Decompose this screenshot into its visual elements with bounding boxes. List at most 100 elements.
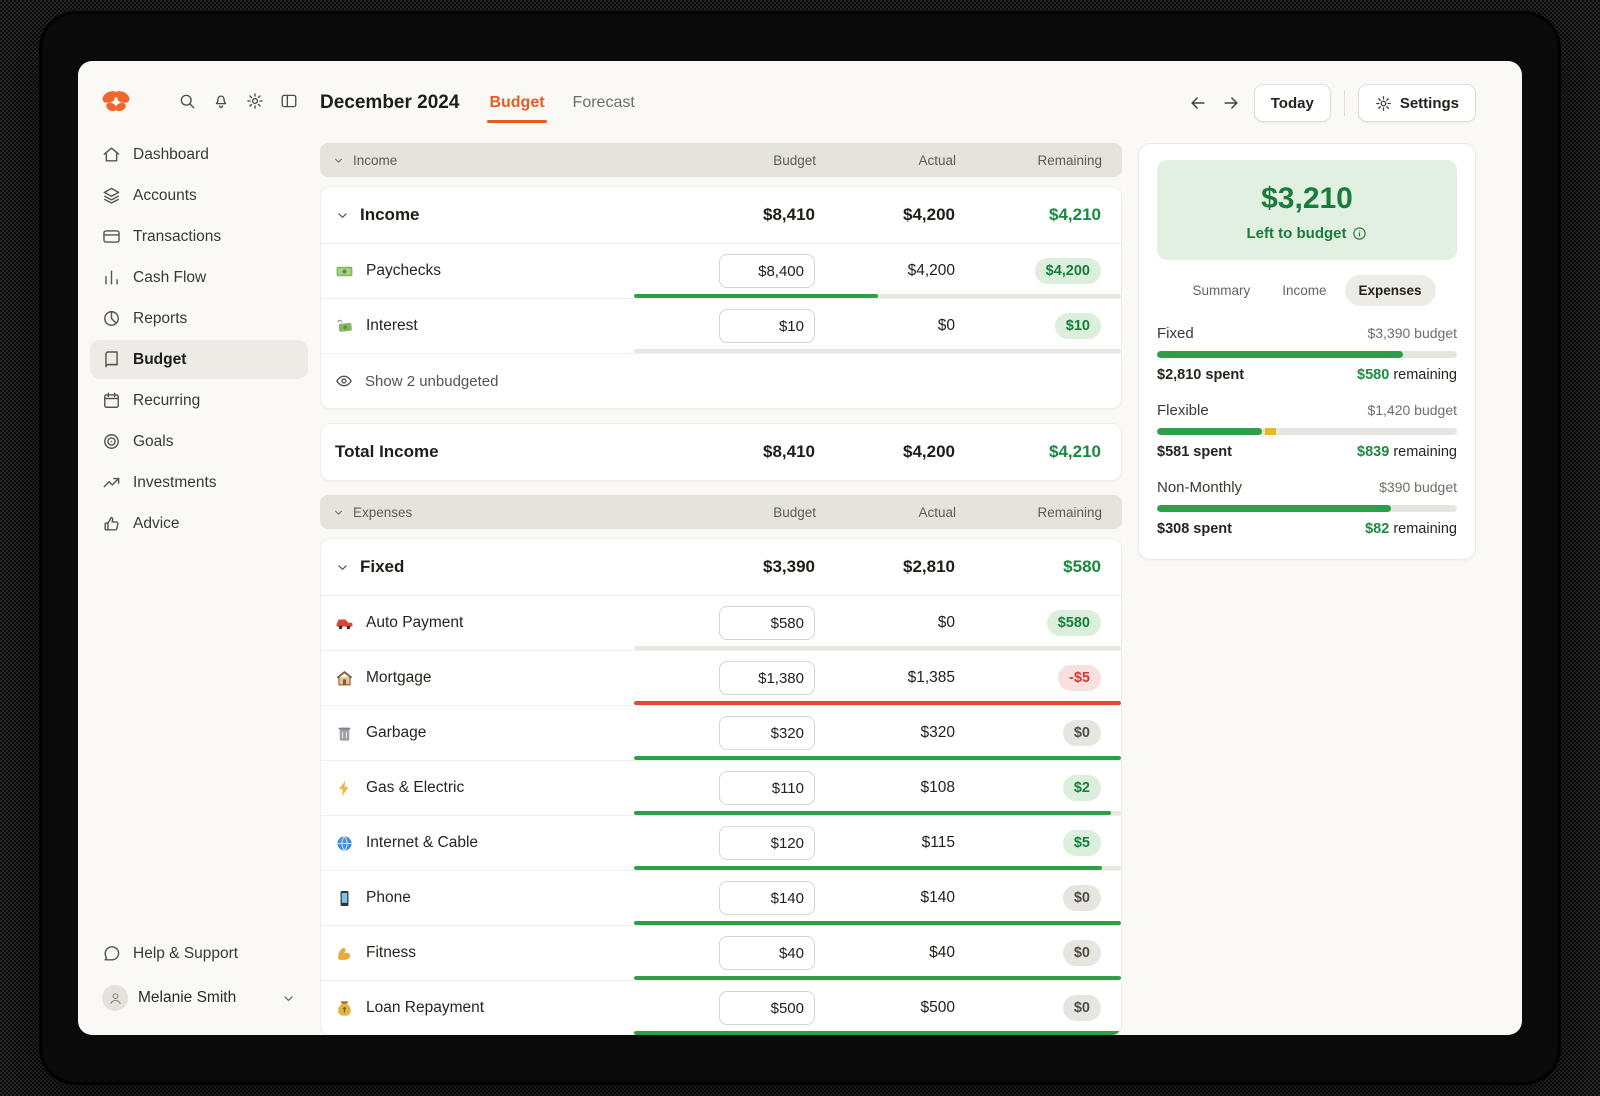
sidebar-item-label: Dashboard [133, 145, 209, 163]
budget-input[interactable]: $320 [719, 716, 815, 750]
progress-bar [634, 349, 1121, 353]
show-unbudgeted-button[interactable]: Show 2 unbudgeted [321, 353, 1121, 408]
target-icon [102, 432, 121, 451]
budget-input[interactable]: $8,400 [719, 254, 815, 288]
tab-budget[interactable]: Budget [487, 88, 547, 123]
progress-bar [634, 866, 1121, 870]
bell-icon-button[interactable] [212, 92, 230, 110]
actual-value: $320 [920, 724, 955, 741]
budget-row-mortgage: Mortgage $1,380 $1,385 -$5 [321, 650, 1121, 705]
sidebar-item-goals[interactable]: Goals [90, 422, 308, 461]
left-to-budget-label: Left to budget [1167, 225, 1447, 242]
phone-icon [335, 889, 354, 908]
home-icon [102, 145, 121, 164]
chevron-down-icon [335, 208, 350, 223]
view-tabs: Budget Forecast [487, 83, 635, 123]
info-icon[interactable] [1352, 226, 1367, 241]
budget-table: Income Budget Actual Remaining Income $8,410 $… [320, 143, 1122, 1035]
group-row-fixed[interactable]: Fixed $3,390 $2,810 $580 [321, 539, 1121, 595]
prev-month-button[interactable] [1188, 93, 1208, 113]
column-budget: Budget [773, 504, 816, 520]
sidebar-item-advice[interactable]: Advice [90, 504, 308, 543]
sidebar-item-budget[interactable]: Budget [90, 340, 308, 379]
sidebar-item-cash-flow[interactable]: Cash Flow [90, 258, 308, 297]
user-menu[interactable]: Melanie Smith [90, 977, 308, 1019]
total-row: Total Income $8,410 $4,200 $4,210 [335, 442, 1101, 461]
topbar-controls: Today Settings [1188, 84, 1476, 122]
sidebar-item-investments[interactable]: Investments [90, 463, 308, 502]
section-header-expenses[interactable]: Expenses Budget Actual Remaining [320, 495, 1122, 529]
panel-section-flexible: Flexible $1,420 budget $581 spent $839 rema… [1157, 402, 1457, 460]
eye-icon [335, 372, 353, 390]
remaining-badge: -$5 [1058, 665, 1101, 691]
group-row-income[interactable]: Income $8,410 $4,200 $4,210 [321, 187, 1121, 243]
sidebar-item-label: Reports [133, 309, 188, 327]
group-budget: $8,410 [763, 205, 815, 224]
budget-input[interactable]: $1,380 [719, 661, 815, 695]
progress-bar [634, 756, 1121, 760]
budget-input[interactable]: $110 [719, 771, 815, 805]
progress-bar [634, 811, 1121, 815]
section-header-income[interactable]: Income Budget Actual Remaining [320, 143, 1122, 177]
sidebar-item-recurring[interactable]: Recurring [90, 381, 308, 420]
tab-forecast[interactable]: Forecast [572, 94, 635, 111]
sidebar-item-dashboard[interactable]: Dashboard [90, 135, 308, 174]
sidebar-item-accounts[interactable]: Accounts [90, 176, 308, 215]
panel-tab-income[interactable]: Income [1282, 283, 1327, 298]
thumb-icon [102, 514, 121, 533]
actual-value: $500 [920, 999, 955, 1016]
gear-icon [1375, 95, 1392, 112]
summary-panel-sections: Fixed $3,390 budget $2,810 spent $580 remai… [1157, 325, 1457, 537]
monarch-logo[interactable] [100, 87, 132, 115]
budget-row-gas-electric: Gas & Electric $110 $108 $2 [321, 760, 1121, 815]
progress-bar [1157, 505, 1457, 512]
sidebar-item-reports[interactable]: Reports [90, 299, 308, 338]
budget-input[interactable]: $580 [719, 606, 815, 640]
group-remaining: $580 [1063, 557, 1101, 576]
gear-icon-button[interactable] [246, 92, 264, 110]
budget-input[interactable]: $10 [719, 309, 815, 343]
calendar-icon [102, 391, 121, 410]
budget-row-interest: Interest $10 $0 $10 [321, 298, 1121, 353]
panel-icon-button[interactable] [280, 92, 298, 110]
budget-row-phone: Phone $140 $140 $0 [321, 870, 1121, 925]
sidebar-item-transactions[interactable]: Transactions [90, 217, 308, 256]
budget-input[interactable]: $120 [719, 826, 815, 860]
user-name: Melanie Smith [138, 989, 237, 1006]
pie-icon [102, 309, 121, 328]
interest-icon [335, 317, 354, 336]
next-month-button[interactable] [1221, 93, 1241, 113]
help-support-button[interactable]: Help & Support [90, 934, 308, 973]
group-actual: $2,810 [903, 557, 955, 576]
sidebar-top [78, 83, 320, 119]
settings-button[interactable]: Settings [1357, 84, 1476, 122]
progress-bar [634, 921, 1121, 925]
gas-electric-icon [335, 779, 354, 798]
budget-row-fitness: Fitness $40 $40 $0 [321, 925, 1121, 980]
avatar [102, 985, 128, 1011]
sidebar-item-label: Recurring [133, 391, 201, 409]
total-card-total-income: Total Income $8,410 $4,200 $4,210 [320, 423, 1122, 481]
sidebar-item-label: Goals [133, 432, 174, 450]
auto-payment-icon [335, 614, 354, 633]
budget-row-paychecks: Paychecks $8,400 $4,200 $4,200 [321, 243, 1121, 298]
progress-bar [1157, 351, 1457, 358]
bars-icon [102, 268, 121, 287]
budget-row-internet-cable: Internet & Cable $120 $115 $5 [321, 815, 1121, 870]
panel-section-fixed: Fixed $3,390 budget $2,810 spent $580 remai… [1157, 325, 1457, 383]
panel-tab-expenses[interactable]: Expenses [1344, 275, 1436, 306]
budget-input[interactable]: $40 [719, 936, 815, 970]
person-icon [108, 991, 123, 1006]
column-actual: Actual [918, 152, 956, 168]
budget-input[interactable]: $140 [719, 881, 815, 915]
search-icon-button[interactable] [178, 92, 196, 110]
left-to-budget-amount: $3,210 [1261, 182, 1353, 215]
panel-tab-summary[interactable]: Summary [1192, 283, 1251, 298]
sidebar-item-label: Budget [133, 350, 187, 368]
group-remaining: $4,210 [1049, 205, 1101, 224]
remaining-badge: $4,200 [1034, 258, 1101, 284]
budget-input[interactable]: $500 [719, 991, 815, 1025]
flex-marker [1265, 428, 1276, 435]
today-button[interactable]: Today [1253, 84, 1331, 122]
